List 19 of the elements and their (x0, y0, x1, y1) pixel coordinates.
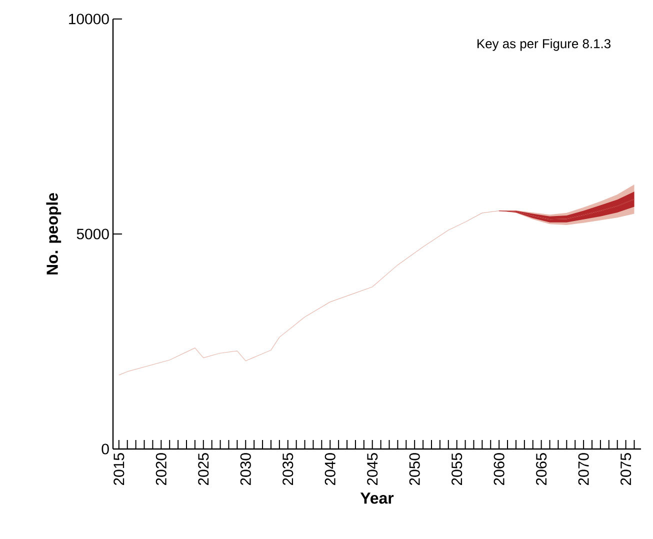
y-tick-label: 10000 (69, 14, 109, 24)
y-tick-label: 5000 (76, 228, 109, 240)
x-tick-label: 2015 (114, 453, 124, 486)
y-axis-title: No. people (46, 193, 62, 274)
x-tick-label: 2025 (198, 453, 209, 486)
x-tick-label: 2050 (409, 453, 420, 486)
x-tick-label: 2060 (494, 453, 504, 486)
x-tick-label: 2070 (578, 453, 589, 486)
x-tick-label: 2020 (156, 453, 166, 486)
x-tick-label: 2075 (620, 453, 632, 486)
y-tick-label: 0 (102, 444, 109, 454)
x-tick-label: 2030 (240, 453, 251, 486)
x-tick-label: 2045 (367, 453, 378, 486)
x-tick-label: 2055 (452, 453, 462, 486)
x-axis-title: Year (360, 492, 394, 504)
annotation: Key as per Figure 8.1.3 (478, 38, 610, 51)
x-tick-label: 2040 (324, 453, 336, 486)
x-tick-label: 2065 (536, 453, 547, 486)
x-tick-label: 2035 (282, 453, 294, 486)
